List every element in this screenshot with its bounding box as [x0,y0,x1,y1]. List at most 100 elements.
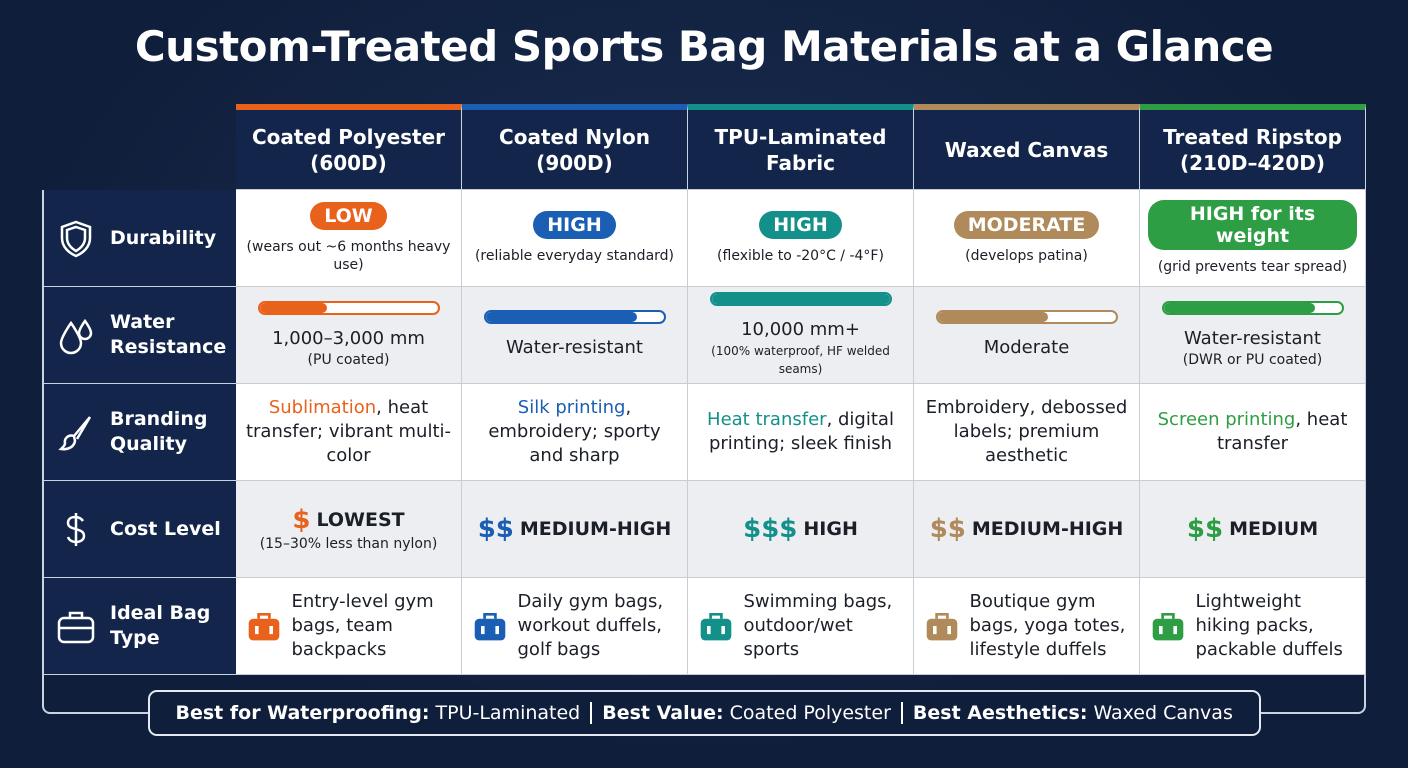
rating-badge: HIGH [533,211,616,239]
row-label-text: Ideal Bag Type [110,602,211,649]
table-cell: Entry-level gym bags, team backpacks [236,578,462,675]
footer-label: Best for Waterproofing: [175,702,430,724]
footer-label: Best Aesthetics: [912,702,1088,724]
water-bar-fill [259,303,328,313]
row-label: Cost Level [42,481,236,578]
branding-rest: , heat transfer [1216,409,1348,454]
branding-text: Screen printing, heat transfer [1148,408,1357,456]
row-label-text: Water Resistance [110,311,227,358]
water-bar-fill [1163,303,1315,313]
water-bar [709,292,892,306]
cost-line: $$ MEDIUM [1187,514,1318,544]
cost-line: $$ MEDIUM-HIGH [478,514,672,544]
table-cell: Sublimation, heat transfer; vibrant mult… [236,384,462,481]
table-cell: 10,000 mm+ (100% waterproof, HF welded se… [688,287,914,384]
water-text: 10,000 mm+ [741,319,860,340]
table-cell: Embroidery, debossed labels; premium aes… [914,384,1140,481]
corner [42,104,236,190]
row-label: Water Resistance [42,287,236,384]
branding-highlight: Screen printing [1157,409,1296,430]
bag-icon [700,612,731,641]
table-cell: 1,000–3,000 mm (PU coated) [236,287,462,384]
comparison-table: Coated Polyester (600D) Coated Nylon (900… [42,104,1366,675]
note: (100% waterproof, HF welded seams) [711,344,890,376]
rating-badge: MODERATE [953,211,1100,239]
table-cell: Heat transfer, digital printing; sleek f… [688,384,914,481]
bag-icon [474,612,505,641]
column-header: Coated Nylon (900D) [462,104,688,190]
table-cell: $$$ HIGH [688,481,914,578]
row-icon [57,611,95,644]
note: (DWR or PU coated) [1182,352,1323,368]
table-cell: $ LOWEST (15–30% less than nylon) [236,481,462,578]
table-cell: HIGH (flexible to -20°C / -4°F) [688,190,914,287]
note: (grid prevents tear spread) [1157,259,1348,275]
water-bar-fill [711,294,890,304]
water-text: Water-resistant [506,337,643,358]
table-cell: Water-resistant [462,287,688,384]
footer: Best for Waterproofing: TPU-Laminated Best… [147,690,1261,736]
cost-symbol: $$ [929,514,966,544]
table-cell: HIGH (reliable everyday standard) [462,190,688,287]
branding-text: Sublimation, heat transfer; vibrant mult… [244,396,453,468]
note: (15–30% less than nylon) [259,536,438,552]
table-cell: Swimming bags, outdoor/wet sports [688,578,914,675]
note: (wears out ~6 months heavy use) [246,239,451,273]
row-label: Durability [42,190,236,287]
cost-symbol: $ [292,505,311,535]
note: (PU coated) [307,352,390,368]
bag-icon [1152,612,1183,641]
cost-symbol: $$$ [743,514,798,544]
column-header: TPU-Laminated Fabric [688,104,914,190]
branding-rest: Embroidery, debossed labels; premium aes… [925,397,1128,466]
table-cell: Lightweight hiking packs, packable duffe… [1140,578,1366,675]
cost-level: LOWEST [316,509,405,531]
row-icon [66,513,86,546]
bag-type-text: Swimming bags, outdoor/wet sports [743,591,893,660]
footer-value: Coated Polyester [729,702,891,724]
cost-line: $$$ HIGH [743,514,858,544]
branding-rest: , embroidery; sporty and sharp [488,397,661,466]
note: (flexible to -20°C / -4°F) [717,248,884,264]
note: (reliable everyday standard) [474,248,675,264]
table-cell: MODERATE (develops patina) [914,190,1140,287]
bag-icon [248,612,279,641]
water-bar-fill [485,312,637,322]
row-icon [58,416,92,451]
table-cell: HIGH for its weight (grid prevents tear s… [1140,190,1366,287]
water-bar-fill [937,312,1048,322]
column-header: Treated Ripstop (210D–420D) [1140,104,1366,190]
row-icon [59,318,93,355]
table-cell: $$ MEDIUM-HIGH [914,481,1140,578]
row-label-text: Durability [110,226,217,249]
table-cell: Screen printing, heat transfer [1140,384,1366,481]
water-bar [935,310,1118,324]
cost-level: MEDIUM [1229,518,1319,540]
footer-label: Best Value: [602,702,724,724]
water-bar [257,301,440,315]
bag-type-text: Lightweight hiking packs, packable duffe… [1195,591,1343,660]
bag-type-text: Daily gym bags, workout duffels, golf ba… [517,591,664,660]
row-icon [60,220,92,258]
footer-item: Best Value: Coated Polyester [590,702,901,724]
water-text: 1,000–3,000 mm [272,328,425,349]
footer-item: Best for Waterproofing: TPU-Laminated [166,702,591,724]
branding-highlight: Sublimation [268,397,377,418]
water-bar [483,310,666,324]
rating-badge: HIGH for its weight [1148,200,1357,250]
branding-text: Heat transfer, digital printing; sleek f… [696,408,905,456]
bag-type-text: Entry-level gym bags, team backpacks [291,591,434,660]
water-text: Moderate [983,337,1070,358]
cost-line: $ LOWEST [292,505,404,535]
rating-badge: HIGH [759,211,842,239]
bag-type-text: Boutique gym bags, yoga totes, lifestyle… [969,591,1126,660]
water-bar [1161,301,1344,315]
table-cell: Moderate [914,287,1140,384]
table-cell: LOW (wears out ~6 months heavy use) [236,190,462,287]
table-cell: Water-resistant (DWR or PU coated) [1140,287,1366,384]
title: Custom-Treated Sports Bag Materials at a… [134,22,1274,71]
cost-line: $$ MEDIUM-HIGH [930,514,1124,544]
branding-text: Silk printing, embroidery; sporty and sh… [470,396,679,468]
cost-symbol: $$ [477,514,514,544]
